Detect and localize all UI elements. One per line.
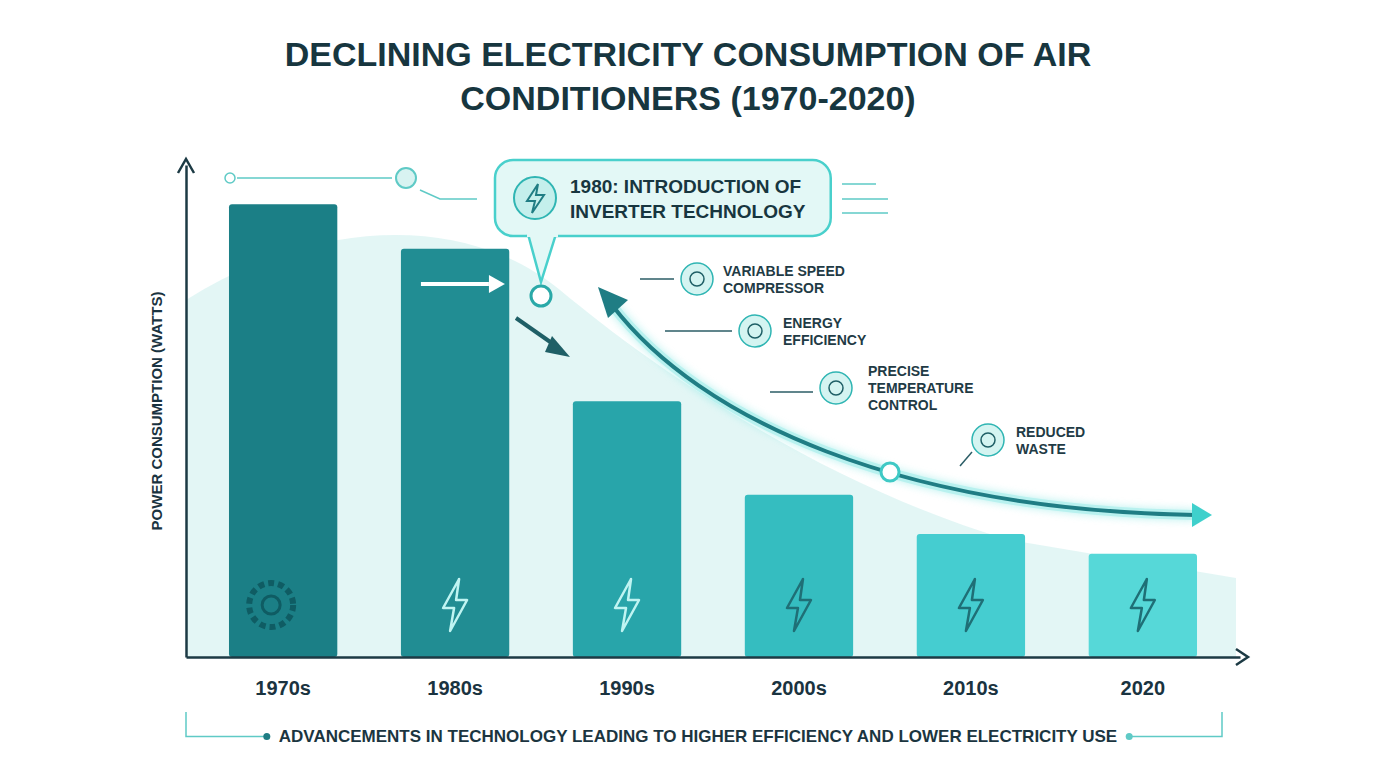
bar	[573, 401, 681, 657]
x-tick: 2000s	[771, 677, 827, 699]
x-tick: 2020	[1121, 677, 1166, 699]
y-axis-line	[185, 166, 188, 658]
text-line: REDUCED	[1016, 424, 1085, 440]
x-tick-label: 2020	[1121, 677, 1166, 699]
gear-icon	[262, 596, 280, 614]
decor-dot	[225, 173, 235, 183]
x-tick-label: 2010s	[943, 677, 999, 699]
feature-text: ENERGYEFFICIENCY	[783, 315, 867, 348]
bar-icons	[249, 579, 1155, 631]
text-line: TEMPERATURE	[868, 380, 974, 396]
feature: ENERGYEFFICIENCY	[665, 315, 867, 348]
feature: REDUCEDWASTE	[960, 424, 1085, 467]
footer-bracket	[1131, 712, 1222, 737]
text-line: VARIABLE SPEED	[723, 263, 845, 279]
decor-arrow-head	[489, 275, 505, 293]
y-axis-arrow	[178, 159, 194, 173]
chart: 1970s 1980s 1990s 2000s 2010s 2020 DECLINING E…	[0, 0, 1376, 768]
footer-dot	[263, 733, 270, 740]
y-axis	[186, 166, 187, 658]
x-tick-label: 1980s	[427, 677, 483, 699]
x-tick-label: 1990s	[599, 677, 655, 699]
text-line: INVERTER TECHNOLOGY	[570, 201, 806, 222]
feature-icon	[972, 424, 1004, 456]
x-axis-arrow	[1236, 649, 1248, 665]
feature-leader	[665, 330, 732, 332]
trend-arrow-glow	[612, 305, 1195, 515]
callout-node	[531, 286, 551, 306]
feature-icon-inner	[981, 433, 995, 447]
x-tick: 1970s	[255, 677, 311, 699]
feature-icon-inner	[829, 381, 843, 395]
callout-pointer-cover	[527, 230, 558, 237]
bolt-icon	[615, 579, 639, 631]
feature: PRECISETEMPERATURECONTROL	[770, 363, 974, 413]
feature: VARIABLE SPEEDCOMPRESSOR	[640, 263, 845, 296]
trend-node	[881, 463, 899, 481]
footer-bracket	[186, 712, 265, 737]
bar	[1089, 554, 1197, 657]
bar	[917, 534, 1025, 657]
y-axis-title: POWER CONSUMPTION (WATTS)	[148, 292, 165, 531]
callout-box	[495, 160, 831, 236]
feature-text: REDUCEDWASTE	[1016, 424, 1085, 457]
callout-bolt	[527, 184, 544, 213]
decor-arrow-head	[545, 336, 570, 357]
trend-arrow	[612, 305, 1195, 515]
bolt-icon	[1131, 579, 1155, 631]
bars	[229, 204, 1197, 657]
callout-text: 1980: INTRODUCTION OF INVERTER TECHNOLOGY	[570, 176, 806, 222]
bolt-icon	[443, 579, 467, 631]
text-line: EFFICIENCY	[783, 332, 867, 348]
feature-leader	[960, 452, 972, 466]
text-line: CONDITIONERS (1970-2020)	[460, 79, 915, 117]
text-line: CONTROL	[868, 397, 938, 413]
bar	[229, 204, 337, 657]
background-area	[186, 235, 1236, 657]
x-axis-line	[187, 656, 1241, 659]
feature-leader	[640, 278, 674, 280]
text-line: ENERGY	[783, 315, 843, 331]
x-tick-label: 1970s	[255, 677, 311, 699]
x-tick: 1990s	[599, 677, 655, 699]
trend-arrow-head	[598, 287, 628, 318]
feature-icon-inner	[690, 272, 704, 286]
x-axis: 1970s 1980s 1990s 2000s 2010s 2020	[187, 658, 1241, 700]
feature-leader	[770, 391, 813, 393]
callout-icon	[514, 177, 556, 219]
trend-arrow-tail-head	[1192, 503, 1212, 527]
bolt-icon	[959, 579, 983, 631]
text-line: 1980: INTRODUCTION OF	[570, 176, 801, 197]
decor-lines	[237, 178, 477, 199]
x-tick: 2010s	[943, 677, 999, 699]
text-line: PRECISE	[868, 363, 929, 379]
bar	[745, 495, 853, 657]
x-tick-label: 2000s	[771, 677, 827, 699]
feature-icon	[820, 372, 852, 404]
callout-pointer	[528, 234, 556, 282]
text-line: COMPRESSOR	[723, 280, 824, 296]
bolt-icon	[787, 579, 811, 631]
decor-dot	[396, 168, 416, 188]
footer-dot	[1126, 733, 1133, 740]
decor-arrow	[421, 282, 489, 286]
callout: 1980: INTRODUCTION OF INVERTER TECHNOLOGY	[495, 160, 831, 306]
text-line: DECLINING ELECTRICITY CONSUMPTION OF AIR	[285, 35, 1092, 73]
gear-icon	[249, 583, 293, 627]
text-line: WASTE	[1016, 441, 1066, 457]
footer-text: ADVANCEMENTS IN TECHNOLOGY LEADING TO HI…	[279, 727, 1117, 746]
feature-text: PRECISETEMPERATURECONTROL	[868, 363, 974, 413]
bar	[401, 249, 509, 657]
feature-icon	[739, 315, 771, 347]
feature-icon-inner	[748, 324, 762, 338]
x-tick: 1980s	[427, 677, 483, 699]
feature-icon	[681, 263, 713, 295]
title: DECLINING ELECTRICITY CONSUMPTION OF AIR…	[285, 35, 1092, 117]
feature-text: VARIABLE SPEEDCOMPRESSOR	[723, 263, 845, 296]
decor-lines	[842, 184, 888, 213]
